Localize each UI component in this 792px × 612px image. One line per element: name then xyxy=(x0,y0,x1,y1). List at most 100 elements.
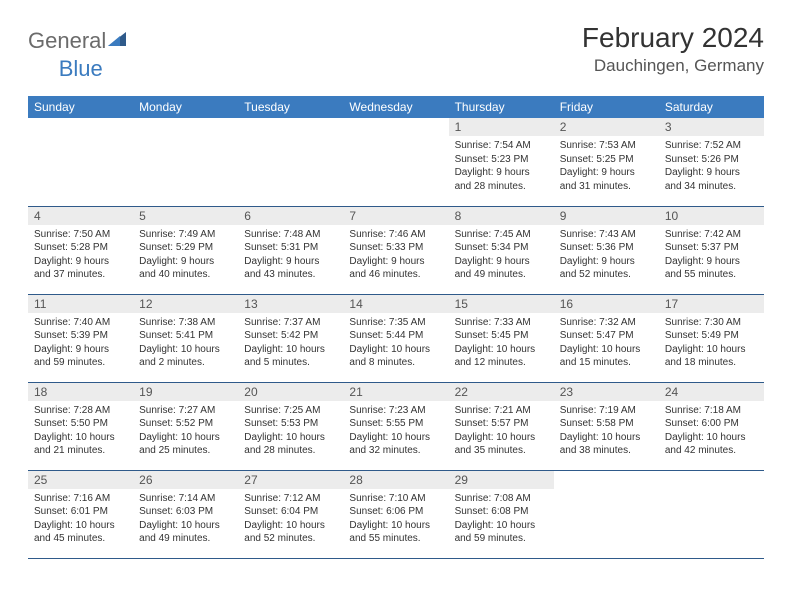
daylight-line-1: Daylight: 9 hours xyxy=(34,255,127,269)
daylight-line-2: and 34 minutes. xyxy=(665,180,758,194)
sunrise-line: Sunrise: 7:33 AM xyxy=(455,316,548,330)
day-details: Sunrise: 7:12 AMSunset: 6:04 PMDaylight:… xyxy=(238,489,343,550)
day-number: 12 xyxy=(133,295,238,313)
calendar-day-cell xyxy=(133,118,238,206)
day-details: Sunrise: 7:14 AMSunset: 6:03 PMDaylight:… xyxy=(133,489,238,550)
sunset-line: Sunset: 5:47 PM xyxy=(560,329,653,343)
daylight-line-1: Daylight: 10 hours xyxy=(665,431,758,445)
daylight-line-1: Daylight: 9 hours xyxy=(244,255,337,269)
calendar-day-cell: 20Sunrise: 7:25 AMSunset: 5:53 PMDayligh… xyxy=(238,382,343,470)
sunrise-line: Sunrise: 7:38 AM xyxy=(139,316,232,330)
day-details: Sunrise: 7:46 AMSunset: 5:33 PMDaylight:… xyxy=(343,225,448,286)
calendar-week-row: 25Sunrise: 7:16 AMSunset: 6:01 PMDayligh… xyxy=(28,470,764,558)
sunrise-line: Sunrise: 7:54 AM xyxy=(455,139,548,153)
calendar-day-cell: 11Sunrise: 7:40 AMSunset: 5:39 PMDayligh… xyxy=(28,294,133,382)
sunset-line: Sunset: 5:45 PM xyxy=(455,329,548,343)
daylight-line-1: Daylight: 9 hours xyxy=(665,255,758,269)
daylight-line-1: Daylight: 10 hours xyxy=(244,431,337,445)
sunset-line: Sunset: 5:26 PM xyxy=(665,153,758,167)
daylight-line-1: Daylight: 9 hours xyxy=(560,166,653,180)
day-details: Sunrise: 7:21 AMSunset: 5:57 PMDaylight:… xyxy=(449,401,554,462)
day-number: 4 xyxy=(28,207,133,225)
day-number: 6 xyxy=(238,207,343,225)
sunrise-line: Sunrise: 7:08 AM xyxy=(455,492,548,506)
daylight-line-2: and 55 minutes. xyxy=(665,268,758,282)
calendar-day-cell: 12Sunrise: 7:38 AMSunset: 5:41 PMDayligh… xyxy=(133,294,238,382)
calendar-day-cell: 13Sunrise: 7:37 AMSunset: 5:42 PMDayligh… xyxy=(238,294,343,382)
sunrise-line: Sunrise: 7:32 AM xyxy=(560,316,653,330)
day-number: 13 xyxy=(238,295,343,313)
calendar-day-cell: 6Sunrise: 7:48 AMSunset: 5:31 PMDaylight… xyxy=(238,206,343,294)
day-details: Sunrise: 7:27 AMSunset: 5:52 PMDaylight:… xyxy=(133,401,238,462)
day-details: Sunrise: 7:33 AMSunset: 5:45 PMDaylight:… xyxy=(449,313,554,374)
day-number: 9 xyxy=(554,207,659,225)
day-number: 21 xyxy=(343,383,448,401)
calendar-day-cell: 15Sunrise: 7:33 AMSunset: 5:45 PMDayligh… xyxy=(449,294,554,382)
sunrise-line: Sunrise: 7:42 AM xyxy=(665,228,758,242)
day-number: 17 xyxy=(659,295,764,313)
daylight-line-2: and 15 minutes. xyxy=(560,356,653,370)
calendar-day-cell xyxy=(659,470,764,558)
sunset-line: Sunset: 5:28 PM xyxy=(34,241,127,255)
daylight-line-1: Daylight: 10 hours xyxy=(455,519,548,533)
day-number: 19 xyxy=(133,383,238,401)
sunrise-line: Sunrise: 7:49 AM xyxy=(139,228,232,242)
calendar-week-row: 4Sunrise: 7:50 AMSunset: 5:28 PMDaylight… xyxy=(28,206,764,294)
daylight-line-2: and 12 minutes. xyxy=(455,356,548,370)
day-details: Sunrise: 7:25 AMSunset: 5:53 PMDaylight:… xyxy=(238,401,343,462)
calendar-day-cell: 9Sunrise: 7:43 AMSunset: 5:36 PMDaylight… xyxy=(554,206,659,294)
day-number: 8 xyxy=(449,207,554,225)
sunrise-line: Sunrise: 7:21 AM xyxy=(455,404,548,418)
daylight-line-1: Daylight: 10 hours xyxy=(349,343,442,357)
day-number: 2 xyxy=(554,118,659,136)
sunset-line: Sunset: 5:55 PM xyxy=(349,417,442,431)
logo-text-sub: Blue xyxy=(59,56,103,81)
daylight-line-1: Daylight: 10 hours xyxy=(455,343,548,357)
sunrise-line: Sunrise: 7:23 AM xyxy=(349,404,442,418)
sunset-line: Sunset: 5:29 PM xyxy=(139,241,232,255)
day-number: 16 xyxy=(554,295,659,313)
calendar-day-cell: 19Sunrise: 7:27 AMSunset: 5:52 PMDayligh… xyxy=(133,382,238,470)
sunset-line: Sunset: 5:39 PM xyxy=(34,329,127,343)
sunrise-line: Sunrise: 7:19 AM xyxy=(560,404,653,418)
calendar-day-cell: 25Sunrise: 7:16 AMSunset: 6:01 PMDayligh… xyxy=(28,470,133,558)
day-number: 7 xyxy=(343,207,448,225)
sunset-line: Sunset: 5:25 PM xyxy=(560,153,653,167)
daylight-line-1: Daylight: 9 hours xyxy=(34,343,127,357)
day-details: Sunrise: 7:10 AMSunset: 6:06 PMDaylight:… xyxy=(343,489,448,550)
daylight-line-2: and 18 minutes. xyxy=(665,356,758,370)
calendar-day-cell: 3Sunrise: 7:52 AMSunset: 5:26 PMDaylight… xyxy=(659,118,764,206)
day-number: 29 xyxy=(449,471,554,489)
calendar-week-row: 11Sunrise: 7:40 AMSunset: 5:39 PMDayligh… xyxy=(28,294,764,382)
sunset-line: Sunset: 5:49 PM xyxy=(665,329,758,343)
calendar-day-cell: 29Sunrise: 7:08 AMSunset: 6:08 PMDayligh… xyxy=(449,470,554,558)
sunrise-line: Sunrise: 7:25 AM xyxy=(244,404,337,418)
daylight-line-2: and 59 minutes. xyxy=(455,532,548,546)
location-label: Dauchingen, Germany xyxy=(582,56,764,76)
daylight-line-2: and 32 minutes. xyxy=(349,444,442,458)
daylight-line-2: and 52 minutes. xyxy=(244,532,337,546)
daylight-line-2: and 46 minutes. xyxy=(349,268,442,282)
day-number: 25 xyxy=(28,471,133,489)
sunset-line: Sunset: 5:58 PM xyxy=(560,417,653,431)
day-number: 22 xyxy=(449,383,554,401)
calendar-day-cell: 16Sunrise: 7:32 AMSunset: 5:47 PMDayligh… xyxy=(554,294,659,382)
sunset-line: Sunset: 5:23 PM xyxy=(455,153,548,167)
calendar-day-cell: 4Sunrise: 7:50 AMSunset: 5:28 PMDaylight… xyxy=(28,206,133,294)
day-details: Sunrise: 7:32 AMSunset: 5:47 PMDaylight:… xyxy=(554,313,659,374)
daylight-line-2: and 28 minutes. xyxy=(455,180,548,194)
calendar-day-cell: 7Sunrise: 7:46 AMSunset: 5:33 PMDaylight… xyxy=(343,206,448,294)
sunset-line: Sunset: 6:03 PM xyxy=(139,505,232,519)
daylight-line-2: and 49 minutes. xyxy=(139,532,232,546)
logo-triangle-icon xyxy=(108,30,128,53)
daylight-line-1: Daylight: 10 hours xyxy=(560,431,653,445)
calendar-day-cell: 27Sunrise: 7:12 AMSunset: 6:04 PMDayligh… xyxy=(238,470,343,558)
calendar-day-cell: 22Sunrise: 7:21 AMSunset: 5:57 PMDayligh… xyxy=(449,382,554,470)
daylight-line-1: Daylight: 9 hours xyxy=(560,255,653,269)
calendar-day-cell xyxy=(28,118,133,206)
calendar-day-cell: 1Sunrise: 7:54 AMSunset: 5:23 PMDaylight… xyxy=(449,118,554,206)
day-number: 20 xyxy=(238,383,343,401)
sunrise-line: Sunrise: 7:40 AM xyxy=(34,316,127,330)
day-details: Sunrise: 7:37 AMSunset: 5:42 PMDaylight:… xyxy=(238,313,343,374)
day-details: Sunrise: 7:54 AMSunset: 5:23 PMDaylight:… xyxy=(449,136,554,197)
